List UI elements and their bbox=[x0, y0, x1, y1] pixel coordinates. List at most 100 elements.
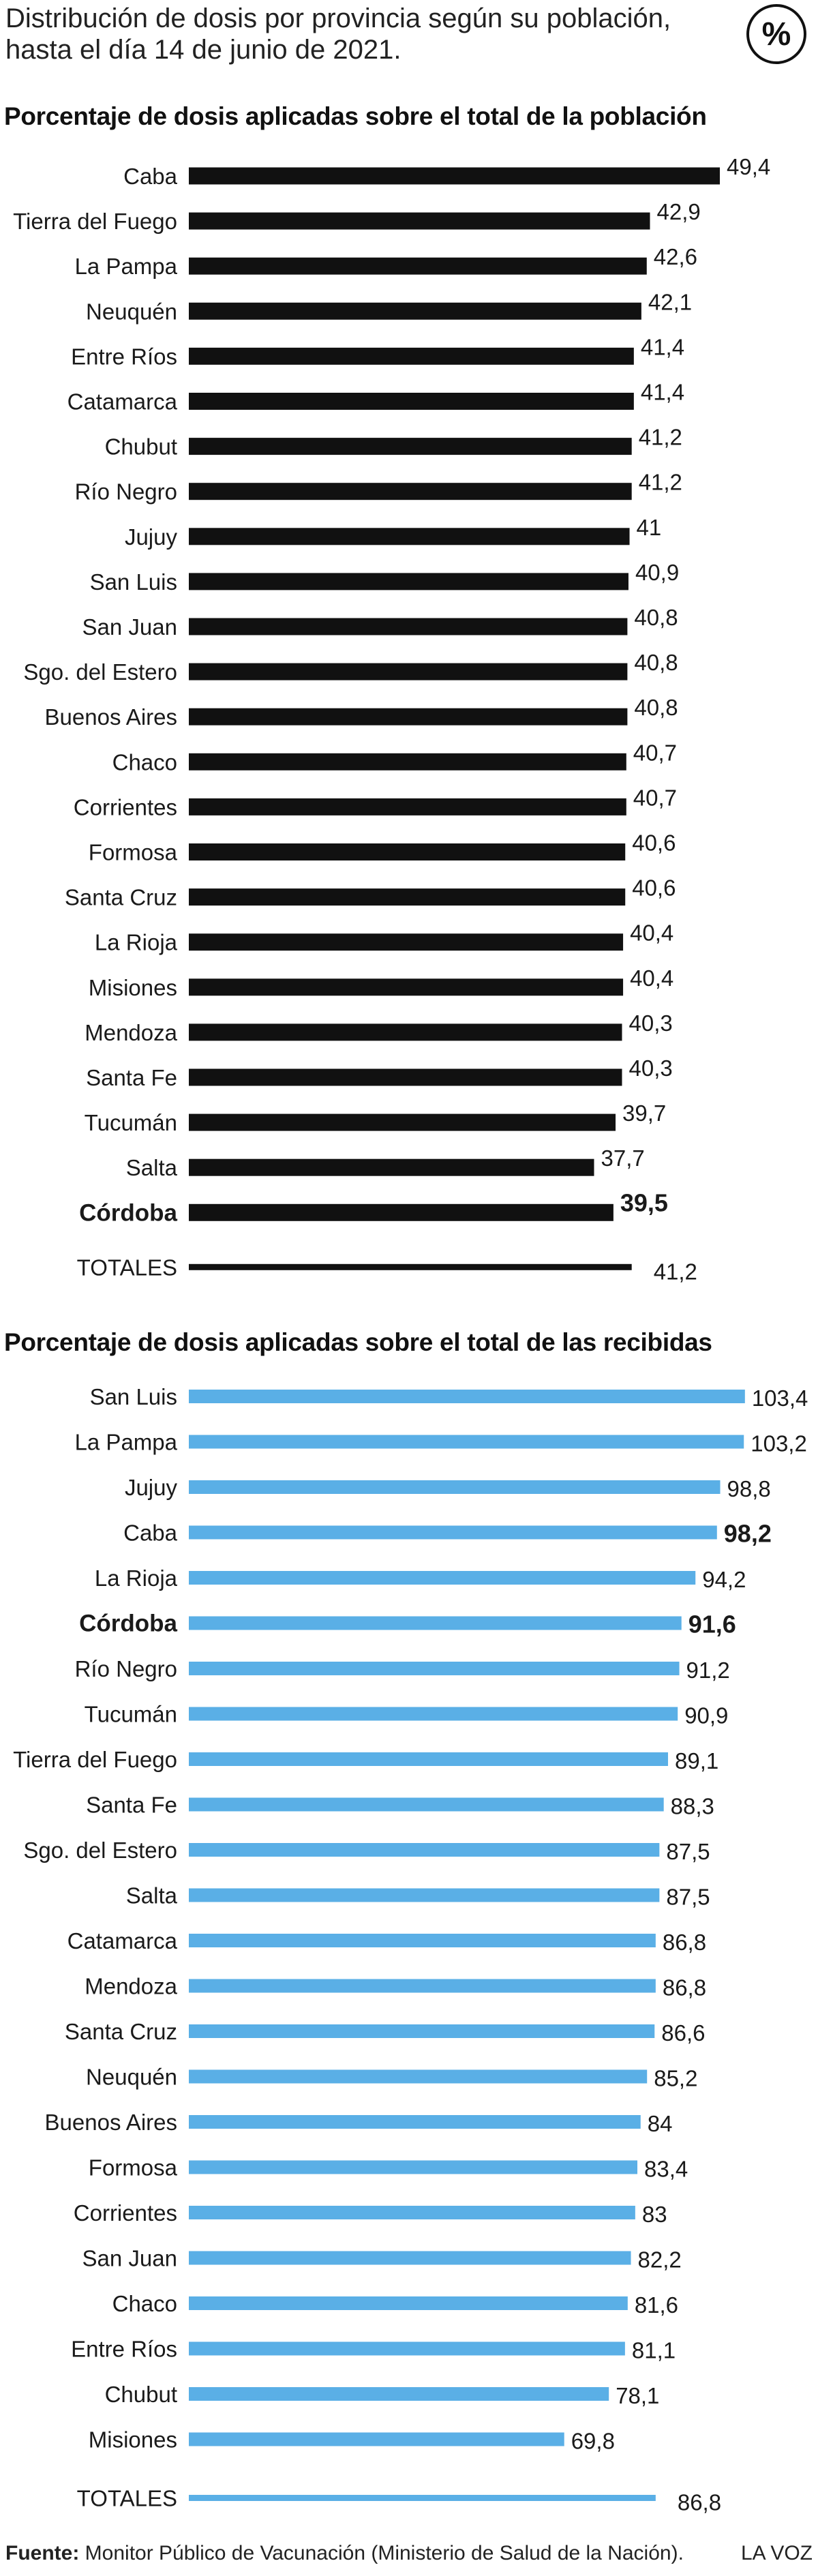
value-label: 86,8 bbox=[663, 1930, 706, 1955]
value-label: 40,3 bbox=[629, 1010, 673, 1036]
value-label: 78,1 bbox=[616, 2383, 659, 2408]
value-label: 40,6 bbox=[632, 830, 676, 856]
data-bar bbox=[189, 933, 624, 951]
data-bar bbox=[189, 438, 632, 455]
value-label: 90,9 bbox=[684, 1703, 728, 1728]
data-bar bbox=[189, 708, 628, 725]
value-label: 41 bbox=[637, 515, 662, 540]
data-bar bbox=[189, 1113, 616, 1131]
data-bar bbox=[189, 1390, 745, 1403]
category-label: Salta bbox=[126, 1883, 178, 1908]
data-bar bbox=[189, 843, 626, 860]
value-label: 98,8 bbox=[727, 1476, 771, 1501]
data-bar bbox=[189, 2296, 628, 2310]
total-value-label: 41,2 bbox=[654, 1259, 697, 1284]
value-label: 81,1 bbox=[632, 2338, 676, 2363]
value-label: 88,3 bbox=[671, 1794, 714, 1819]
data-bar bbox=[189, 888, 626, 906]
value-label: 40,8 bbox=[634, 605, 678, 630]
value-label: 37,7 bbox=[601, 1145, 645, 1171]
category-label: Salta bbox=[126, 1155, 178, 1180]
category-label: Santa Fe bbox=[86, 1793, 177, 1818]
total-label: TOTALES bbox=[77, 2486, 177, 2511]
value-label: 40,8 bbox=[634, 650, 678, 675]
chart-1-title: Porcentaje de dosis aplicadas sobre el t… bbox=[4, 102, 707, 130]
value-label: 85,2 bbox=[654, 2066, 697, 2091]
category-label: Tierra del Fuego bbox=[13, 209, 177, 234]
data-bar bbox=[189, 1616, 682, 1630]
value-label: 84 bbox=[648, 2111, 673, 2136]
value-label: 42,9 bbox=[657, 199, 701, 224]
data-bar bbox=[189, 167, 720, 185]
category-label: Santa Fe bbox=[86, 1065, 177, 1090]
value-label: 40,7 bbox=[633, 785, 677, 810]
category-label: Misiones bbox=[89, 2427, 177, 2453]
category-label: Entre Ríos bbox=[71, 344, 177, 369]
category-label: Chaco bbox=[112, 2291, 177, 2316]
data-bar bbox=[189, 2115, 641, 2129]
category-label: Tucumán bbox=[85, 1110, 177, 1135]
total-label: TOTALES bbox=[77, 1255, 177, 1280]
received-percentage-bar-chart: San Luis 103,4 La Pampa 103,2 Jujuy 98,8 Caba 9… bbox=[13, 1384, 808, 2515]
value-label: 41,4 bbox=[641, 334, 684, 359]
total-value-label: 86,8 bbox=[678, 2490, 721, 2515]
category-label: Tucumán bbox=[85, 1702, 177, 1727]
data-bar bbox=[189, 2024, 655, 2038]
data-bar bbox=[189, 2069, 648, 2084]
category-label: Río Negro bbox=[75, 479, 177, 505]
data-bar bbox=[189, 573, 628, 590]
value-label: 40,4 bbox=[630, 920, 673, 946]
source-text: Monitor Público de Vacunación (Ministeri… bbox=[79, 2542, 684, 2564]
data-bar bbox=[189, 1068, 622, 1086]
data-bar bbox=[189, 1888, 660, 1902]
data-bar bbox=[189, 2206, 635, 2219]
category-label: Chubut bbox=[105, 2382, 177, 2407]
data-bar bbox=[189, 753, 626, 770]
data-bar bbox=[189, 798, 626, 815]
category-label: Catamarca bbox=[67, 389, 178, 415]
data-bar bbox=[189, 1158, 594, 1176]
value-label: 40,9 bbox=[635, 560, 679, 585]
value-label: 49,4 bbox=[727, 154, 770, 179]
category-label: Neuquén bbox=[86, 299, 177, 324]
header-line-1: Distribución de dosis por provincia segú… bbox=[5, 3, 671, 33]
value-label: 89,1 bbox=[675, 1748, 718, 1773]
category-label: San Juan bbox=[82, 614, 177, 640]
data-bar bbox=[189, 1571, 696, 1585]
value-label: 42,1 bbox=[648, 289, 692, 314]
category-label: San Luis bbox=[90, 1384, 177, 1409]
data-bar bbox=[189, 1934, 656, 1947]
value-label: 69,8 bbox=[571, 2429, 615, 2454]
category-label: Entre Ríos bbox=[71, 2337, 177, 2362]
data-bar bbox=[189, 2341, 625, 2356]
value-label: 39,7 bbox=[622, 1100, 666, 1126]
percent-badge-icon: % bbox=[746, 4, 806, 64]
data-bar bbox=[189, 483, 632, 500]
total-bar bbox=[189, 2495, 656, 2501]
category-label: Chubut bbox=[105, 434, 177, 460]
data-bar bbox=[189, 663, 628, 680]
category-label: La Rioja bbox=[95, 1566, 178, 1591]
value-label: 103,4 bbox=[752, 1386, 808, 1411]
value-label: 40,4 bbox=[630, 965, 673, 991]
data-bar bbox=[189, 1707, 678, 1721]
data-bar bbox=[189, 1435, 744, 1449]
total-bar bbox=[189, 1263, 632, 1270]
category-label: Caba bbox=[123, 164, 178, 189]
data-bar bbox=[189, 1797, 664, 1812]
data-bar bbox=[189, 1023, 622, 1041]
category-label: Corrientes bbox=[74, 794, 177, 820]
category-label: Jujuy bbox=[125, 1475, 178, 1500]
data-bar bbox=[189, 2432, 564, 2446]
value-label: 82,2 bbox=[638, 2247, 682, 2273]
data-bar bbox=[189, 1525, 717, 1540]
category-label: Caba bbox=[123, 1521, 178, 1546]
value-label: 87,5 bbox=[666, 1885, 710, 1910]
category-label: Neuquén bbox=[86, 2065, 177, 2090]
value-label: 40,3 bbox=[629, 1055, 673, 1081]
category-label: Sgo. del Estero bbox=[23, 659, 177, 685]
category-label: Buenos Aires bbox=[45, 2110, 177, 2135]
category-label: Río Negro bbox=[75, 1656, 177, 1681]
chart-header: Distribución de dosis por provincia segú… bbox=[5, 3, 687, 65]
data-bar bbox=[189, 618, 628, 635]
